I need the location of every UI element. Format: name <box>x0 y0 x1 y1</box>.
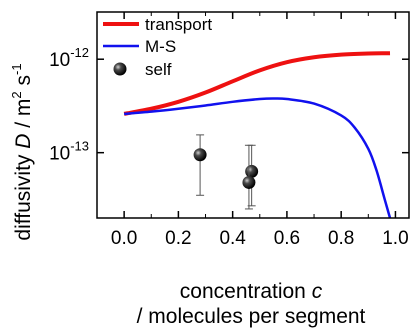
x-tick-label: 1.0 <box>382 228 408 249</box>
self-marker <box>242 175 256 189</box>
series-line-m-s <box>124 97 392 218</box>
x-tick-label: 0.2 <box>165 228 191 249</box>
self-marker <box>245 164 259 178</box>
self-marker <box>193 148 207 162</box>
series-line-transport <box>123 51 391 116</box>
legend: transport M-S self <box>103 15 212 79</box>
legend-label-self: self <box>145 60 172 79</box>
axes: 0.0 0.2 0.4 0.6 0.8 1.0 10-13 10-12 <box>49 11 410 249</box>
y-tick-label: 10-13 <box>49 139 89 165</box>
x-axis-title-line1: concentration c <box>180 280 323 303</box>
self-data-point <box>242 144 256 210</box>
self-data-point <box>193 134 207 196</box>
legend-label-ms: M-S <box>145 37 176 56</box>
y-axis-title: diffusivity D / m2 s-1 <box>9 63 35 240</box>
legend-swatch-self <box>113 62 127 76</box>
x-tick-label: 0.6 <box>274 228 300 249</box>
y-tick-label: 10-12 <box>49 45 89 71</box>
plot-area <box>123 51 392 218</box>
x-tick-label: 0.8 <box>328 228 354 249</box>
legend-label-transport: transport <box>145 15 212 34</box>
self-data-point <box>245 144 259 207</box>
x-tick-label: 0.0 <box>111 228 137 249</box>
x-tick-label: 0.4 <box>219 228 246 249</box>
plot-frame <box>96 11 410 219</box>
x-axis-title-line2: / molecules per segment <box>137 305 366 328</box>
